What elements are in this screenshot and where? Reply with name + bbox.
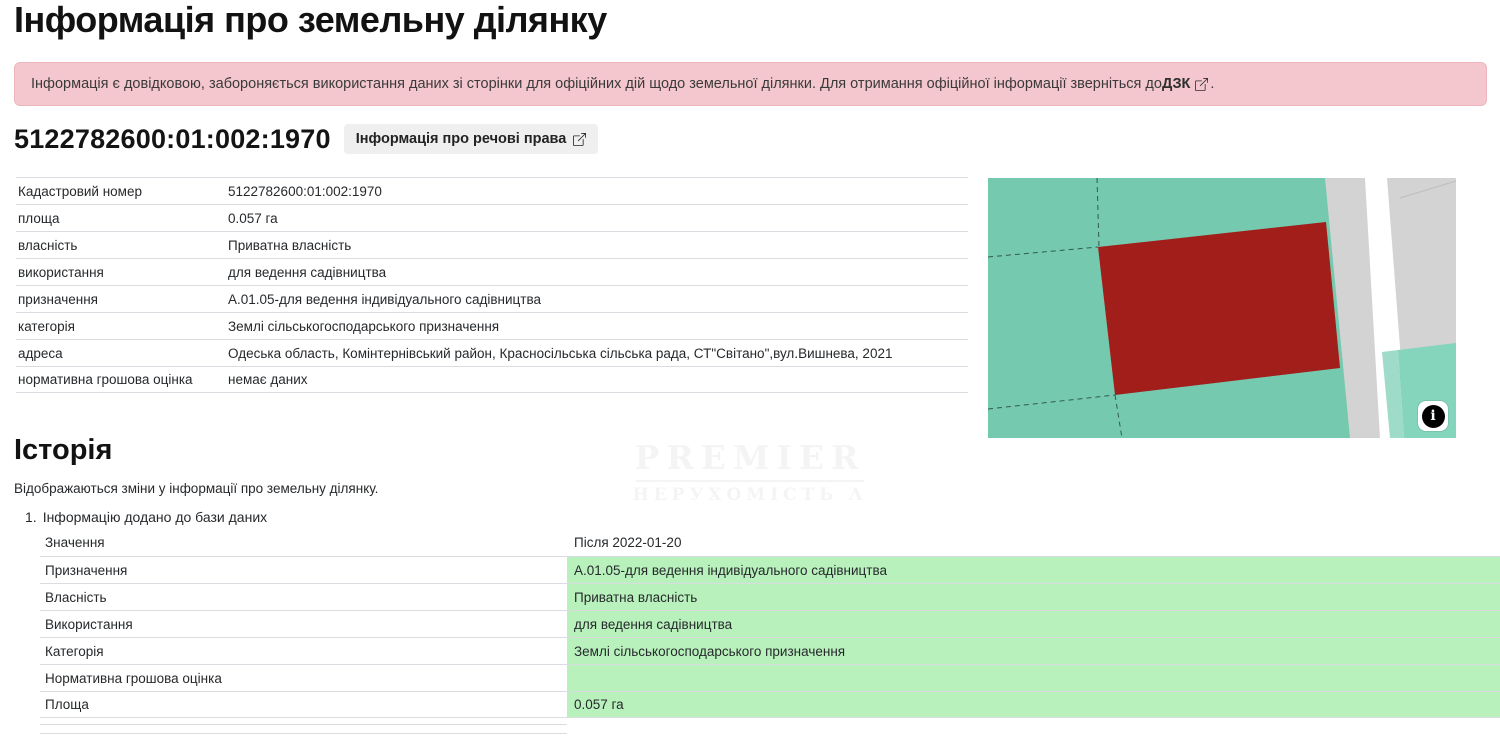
- row-value: немає даних: [228, 372, 308, 387]
- table-row: Кадастровий номер 5122782600:01:002:1970: [16, 177, 968, 204]
- details-table: Кадастровий номер 5122782600:01:002:1970…: [16, 177, 968, 393]
- history-table: Значення Після 2022-01-20 Призначення А.…: [40, 529, 1500, 718]
- history-description: Відображаються зміни у інформації про зе…: [14, 481, 379, 496]
- parcel-header: 5122782600:01:002:1970 Інформація про ре…: [14, 121, 599, 157]
- table-row: адреса Одеська область, Комінтернівський…: [16, 339, 968, 366]
- rights-info-button-label: Інформація про речові права: [355, 131, 567, 147]
- alert-suffix: .: [1210, 76, 1215, 92]
- row-value: 5122782600:01:002:1970: [228, 183, 382, 199]
- history-entry-number: 1.: [25, 509, 37, 525]
- table-row: призначення А.01.05-для ведення індивіду…: [16, 285, 968, 312]
- table-row: Площа 0.057 га: [40, 691, 1500, 718]
- row-label: Кадастровий номер: [18, 183, 142, 199]
- row-label: власність: [18, 237, 78, 253]
- row-label: категорія: [18, 318, 75, 334]
- table-row: Категорія Землі сільськогосподарського п…: [40, 637, 1500, 664]
- row-value: 0.057 га: [567, 692, 1500, 717]
- table-row: власність Приватна власність: [16, 231, 968, 258]
- row-label: призначення: [18, 291, 98, 307]
- parcel-map[interactable]: i: [988, 178, 1456, 438]
- table-row: нормативна грошова оцінка немає даних: [16, 366, 968, 393]
- row-label: Категорія: [45, 643, 104, 659]
- info-icon: i: [1421, 404, 1445, 428]
- watermark-rule: [636, 480, 864, 482]
- watermark: PREMIER НЕРУХОМІСТЬ Λ: [630, 438, 870, 505]
- table-row: площа 0.057 га: [16, 204, 968, 231]
- alert-text: Інформація є довідковою, забороняється в…: [31, 76, 1162, 92]
- row-value: Приватна власність: [567, 584, 1500, 610]
- row-value: Одеська область, Комінтернівський район,…: [228, 345, 893, 361]
- row-value: для ведення садівництва: [567, 611, 1500, 637]
- watermark-line2: НЕРУХОМІСТЬ Λ: [632, 485, 868, 505]
- table-row: Нормативна грошова оцінка: [40, 664, 1500, 691]
- map-canvas: [988, 178, 1456, 438]
- map-parcel-light: [1382, 350, 1404, 438]
- row-value: Приватна власність: [228, 237, 352, 253]
- map-attribution-button[interactable]: i: [1418, 401, 1448, 431]
- external-link-icon: [573, 132, 587, 146]
- row-value: Землі сільськогосподарського призначення: [228, 318, 500, 334]
- row-value: Після 2022-01-20: [574, 535, 682, 550]
- row-value: А.01.05-для ведення індивідуального саді…: [567, 557, 1500, 583]
- external-link-icon: [1195, 77, 1209, 91]
- row-label: Нормативна грошова оцінка: [45, 670, 222, 686]
- row-label: нормативна грошова оцінка: [18, 372, 193, 387]
- table-row: Використання для ведення садівництва: [40, 610, 1500, 637]
- history-entry-label: Інформацію додано до бази даних: [42, 509, 268, 525]
- row-value: 0.057 га: [228, 210, 278, 226]
- row-label: Використання: [45, 616, 133, 632]
- table-row: використання для ведення садівництва: [16, 258, 968, 285]
- history-header-row: Значення Після 2022-01-20: [40, 529, 1500, 556]
- row-label: Власність: [45, 589, 107, 605]
- row-value: А.01.05-для ведення індивідуального саді…: [228, 291, 541, 307]
- table-row: категорія Землі сільськогосподарського п…: [16, 312, 968, 339]
- map-parcel-selected: [1098, 222, 1340, 395]
- alert-banner: Інформація є довідковою, забороняється в…: [14, 62, 1487, 106]
- history-heading: Історія: [14, 434, 113, 466]
- row-value: для ведення садівництва: [228, 264, 387, 280]
- map-parcel-boundaries: [988, 178, 1123, 438]
- row-label: Значення: [45, 535, 105, 550]
- row-value: [567, 665, 1500, 691]
- row-value: Землі сільськогосподарського призначення: [567, 638, 1500, 664]
- watermark-line1: PREMIER: [634, 438, 866, 477]
- table-row: Власність Приватна власність: [40, 583, 1500, 610]
- history-entry-title: 1. Інформацію додано до бази даних: [25, 509, 267, 525]
- next-table-fragment-line: [40, 733, 567, 734]
- next-table-fragment-line: [40, 724, 567, 725]
- rights-info-button[interactable]: Інформація про речові права: [343, 124, 599, 154]
- map-road-divider: [1399, 180, 1456, 199]
- page-title: Інформація про земельну ділянку: [14, 0, 607, 40]
- row-label: використання: [18, 264, 104, 280]
- row-label: Площа: [45, 697, 89, 712]
- dzk-link[interactable]: ДЗК: [1161, 76, 1191, 92]
- table-row: Призначення А.01.05-для ведення індивіду…: [40, 556, 1500, 583]
- row-label: площа: [18, 210, 60, 226]
- row-label: адреса: [18, 345, 63, 361]
- cadastral-number: 5122782600:01:002:1970: [14, 123, 331, 154]
- row-label: Призначення: [45, 562, 128, 578]
